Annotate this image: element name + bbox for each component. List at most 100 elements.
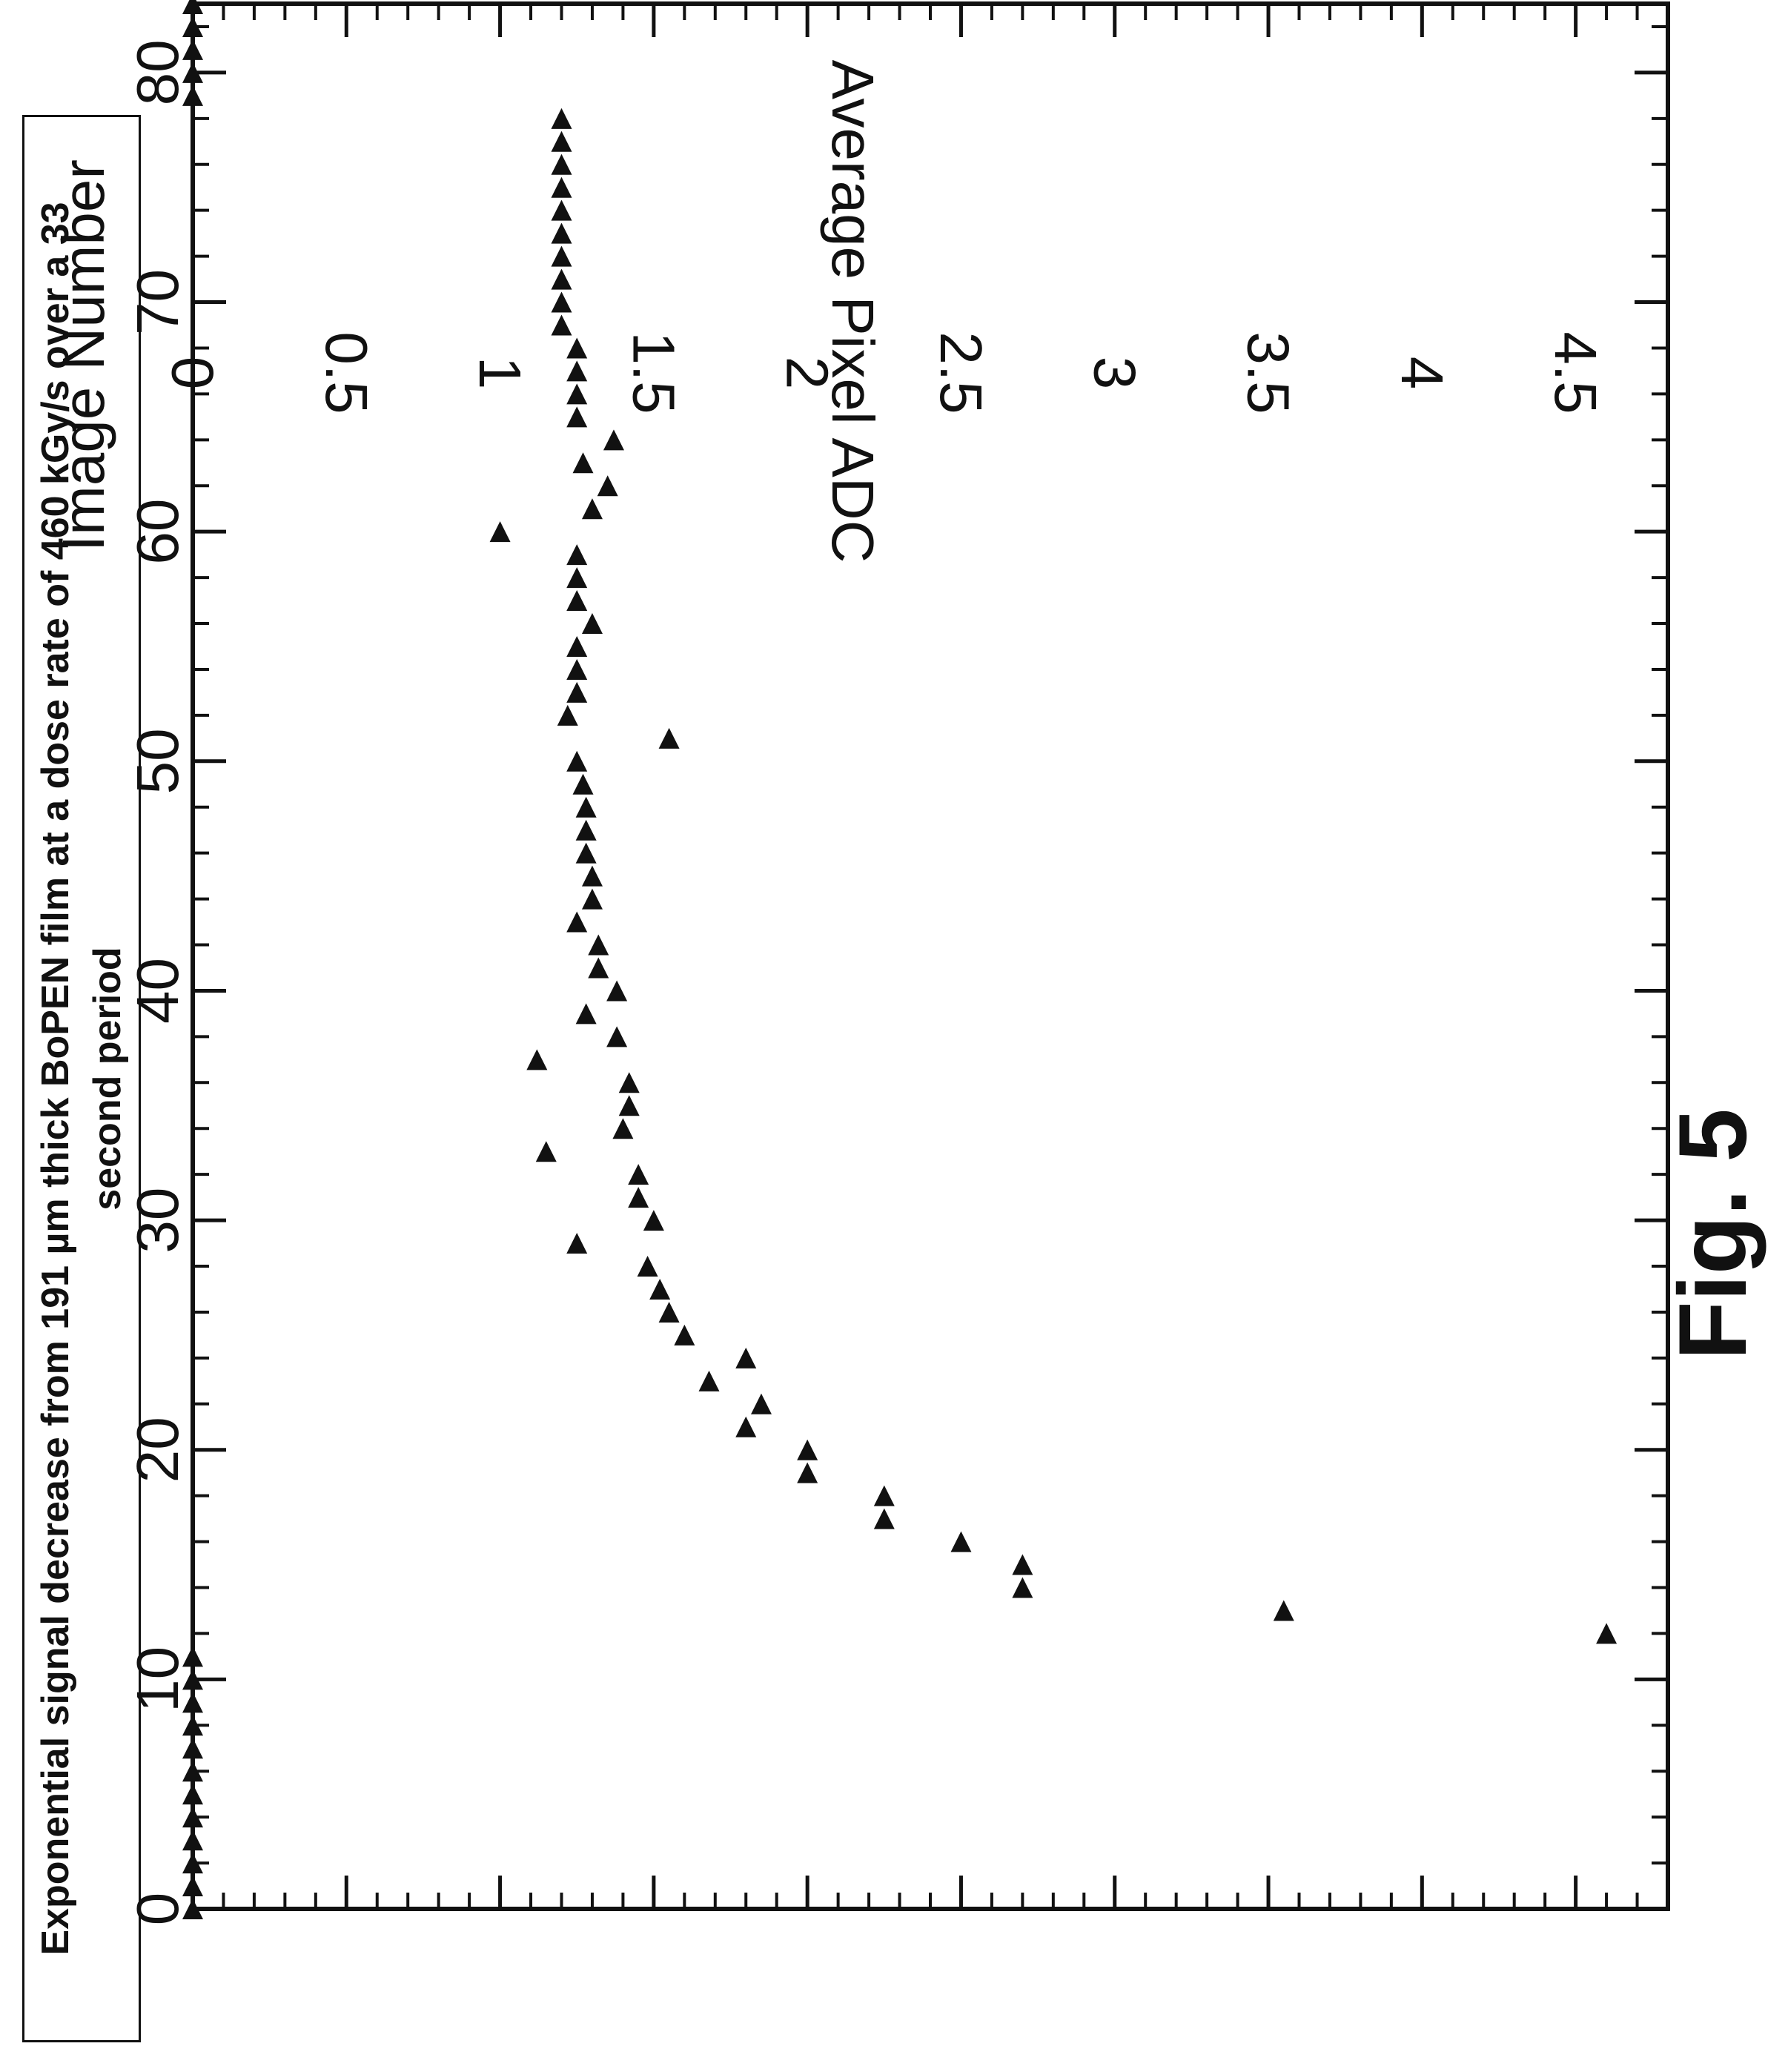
data-point — [566, 406, 588, 428]
data-point — [489, 521, 511, 543]
data-point — [581, 498, 603, 520]
y-tick-label: 3.5 — [1236, 331, 1302, 414]
data-point — [182, 85, 203, 106]
data-point — [1273, 1600, 1294, 1621]
data-point — [551, 199, 572, 221]
data-point — [566, 337, 588, 359]
data-point — [797, 1439, 818, 1460]
data-point — [606, 980, 628, 1002]
y-tick-label: 4.5 — [1543, 331, 1609, 414]
data-point — [566, 544, 588, 566]
data-point — [1596, 1623, 1618, 1644]
x-tick-label: 80 — [125, 39, 191, 105]
data-point — [597, 475, 618, 497]
data-point — [572, 773, 594, 795]
data-point — [566, 383, 588, 405]
data-point — [797, 1462, 818, 1483]
x-tick-label: 40 — [125, 958, 191, 1024]
data-point — [873, 1508, 895, 1529]
data-point — [551, 176, 572, 198]
plot-frame — [191, 1, 1670, 1911]
data-point — [1012, 1577, 1033, 1598]
data-point — [603, 429, 624, 451]
data-point — [643, 1210, 664, 1231]
data-point — [182, 1853, 203, 1874]
data-point — [575, 796, 597, 818]
data-point — [950, 1531, 972, 1552]
data-point — [628, 1164, 649, 1185]
data-point — [606, 1026, 628, 1047]
data-point — [182, 1899, 203, 1919]
data-point — [182, 39, 203, 60]
x-tick-labels: 0 10 20 30 40 50 60 70 80 — [125, 39, 191, 1925]
data-point — [535, 1141, 557, 1162]
data-point — [182, 1646, 203, 1667]
data-point — [182, 1715, 203, 1736]
data-point — [698, 1370, 720, 1391]
y-tick-label: 1 — [467, 357, 533, 390]
data-point — [551, 314, 572, 336]
major-ticks — [191, 4, 1668, 1911]
x-tick-label: 30 — [125, 1188, 191, 1254]
data-point — [182, 1876, 203, 1897]
data-point — [557, 704, 578, 726]
x-tick-label: 70 — [125, 269, 191, 335]
data-points — [182, 0, 1618, 1919]
y-tick-label: 2 — [775, 357, 841, 390]
y-tick-label: 1.5 — [620, 331, 686, 414]
data-point — [572, 452, 594, 474]
data-point — [618, 1095, 640, 1116]
data-point — [575, 842, 597, 864]
data-point — [658, 727, 680, 749]
data-point — [618, 1072, 640, 1093]
data-point — [566, 590, 588, 612]
y-tick-label: 0.5 — [314, 331, 380, 414]
y-tick-label: 2.5 — [928, 331, 994, 414]
data-point — [637, 1256, 658, 1277]
data-point — [566, 658, 588, 680]
y-tick-label: 0 — [160, 357, 226, 390]
data-point — [182, 0, 203, 14]
y-tick-label: 4 — [1389, 357, 1455, 390]
data-point — [612, 1118, 634, 1139]
data-point — [566, 635, 588, 657]
x-tick-label: 0 — [125, 1893, 191, 1926]
data-point — [551, 245, 572, 267]
data-point — [566, 360, 588, 382]
data-point — [182, 1738, 203, 1759]
data-point — [750, 1393, 772, 1414]
data-point — [526, 1049, 548, 1070]
data-point — [182, 1761, 203, 1782]
x-axis-label: Image Number — [50, 159, 116, 552]
y-tick-labels: 0 0.5 1 1.5 2 2.5 3 3.5 4 4.5 — [160, 331, 1609, 414]
data-point — [182, 16, 203, 37]
data-point — [182, 1807, 203, 1828]
data-point — [566, 567, 588, 589]
data-point — [588, 957, 609, 979]
y-axis-label: Average Pixel ADC — [820, 59, 886, 563]
data-point — [182, 62, 203, 83]
data-point — [566, 681, 588, 703]
x-tick-label: 60 — [125, 499, 191, 565]
data-point — [551, 222, 572, 244]
data-point — [628, 1187, 649, 1208]
data-point — [575, 1003, 597, 1025]
x-tick-label: 10 — [125, 1646, 191, 1712]
data-point — [735, 1347, 757, 1368]
data-point — [566, 911, 588, 933]
data-point — [581, 888, 603, 910]
x-tick-label: 20 — [125, 1417, 191, 1483]
data-point — [674, 1324, 695, 1346]
data-point — [1012, 1554, 1033, 1575]
data-point — [873, 1485, 895, 1506]
data-point — [182, 1830, 203, 1851]
data-point — [551, 130, 572, 152]
data-point — [182, 1784, 203, 1805]
data-point — [735, 1416, 757, 1437]
y-tick-label: 3 — [1082, 357, 1148, 390]
data-point — [182, 1692, 203, 1713]
data-point — [658, 1301, 680, 1323]
data-point — [551, 291, 572, 313]
